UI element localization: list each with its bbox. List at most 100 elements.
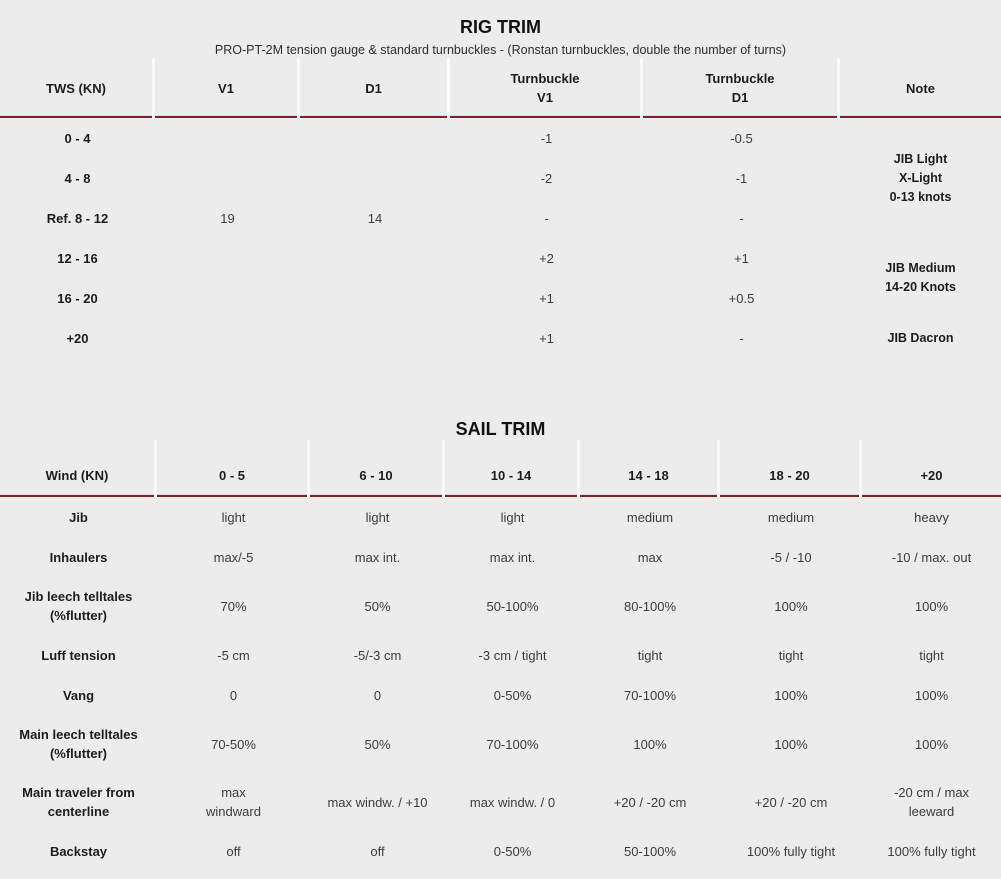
sail-row-label-jib: Jib [69, 509, 88, 525]
rig-col-header-d1: D1 [300, 58, 450, 118]
sail-cell: light [365, 509, 390, 525]
sail-cell: -10 / max. out [891, 549, 972, 565]
table-row: +20 +1 - JIB Dacron [0, 318, 1001, 358]
sail-cell: 0-50% [493, 687, 532, 703]
rig-col-header-note: Note [840, 58, 1001, 118]
sail-col-header-0-5: 0 - 5 [157, 440, 310, 497]
sail-cell: 100% [774, 736, 808, 752]
sail-cell: 70-100% [623, 687, 677, 703]
table-row: Ref. 8 - 12 19 14 - - [0, 198, 1001, 238]
sail-cell: 100% [774, 687, 808, 703]
rig-cell-d1 [300, 118, 450, 158]
rig-cell-v1 [155, 118, 300, 158]
sail-cell: 50% [364, 598, 391, 614]
sail-cell: off [370, 843, 385, 859]
sail-cell: max int. [489, 549, 536, 565]
sail-cell: 0 [229, 687, 238, 703]
rig-cell-turnbuckle-d1: - [739, 330, 744, 346]
sail-cell: 100% [774, 598, 808, 614]
rig-cell-turnbuckle-d1: -0.5 [730, 130, 753, 146]
rig-cell-turnbuckle-v1: +2 [539, 250, 554, 266]
rig-cell-turnbuckle-d1: -1 [735, 170, 748, 186]
rig-note-medium: JIB Medium 14-20 Knots [885, 261, 956, 294]
sail-cell: -3 cm / tight [478, 647, 547, 663]
sail-cell: -5 / -10 [770, 549, 812, 565]
rig-cell-d1 [300, 158, 450, 198]
sail-cell: +20 / -20 cm [613, 794, 687, 810]
table-row: Main traveler from centerline max windwa… [0, 773, 1001, 831]
sail-cell: max windw. / +10 [327, 794, 428, 810]
rig-cell-v1 [155, 278, 300, 318]
rig-cell-v1 [155, 158, 300, 198]
sail-cell: medium [626, 509, 674, 525]
rig-cell-v1: 19 [220, 210, 235, 226]
sail-col-header-18-20: 18 - 20 [720, 440, 862, 497]
sail-trim-table: Wind (KN) 0 - 5 6 - 10 10 - 14 14 - 18 1… [0, 440, 1001, 871]
rig-col-header-tws: TWS (KN) [0, 58, 155, 118]
sail-cell: +20 / -20 cm [754, 794, 828, 810]
sail-col-header-6-10: 6 - 10 [310, 440, 445, 497]
table-row: Luff tension -5 cm -5/-3 cm -3 cm / tigh… [0, 635, 1001, 675]
sail-cell: 100% [914, 598, 949, 614]
sail-row-label-luff-tension: Luff tension [41, 647, 116, 663]
sail-cell: -20 cm / max leeward [893, 785, 970, 819]
sail-cell: heavy [914, 509, 949, 525]
sail-trim-section: SAIL TRIM Wind (KN) 0 - 5 6 - 10 10 - 14… [0, 418, 1001, 871]
table-row: Jib light light light medium medium heav… [0, 497, 1001, 537]
table-row: 12 - 16 +2 +1 JIB Medium 14-20 Knots [0, 238, 1001, 295]
sail-cell: off [226, 843, 241, 859]
rig-col-header-turnbuckle-v1: Turnbuckle V1 [450, 58, 643, 118]
sail-cell: light [221, 509, 246, 525]
sail-cell: 100% [633, 736, 667, 752]
sail-cell: 50% [364, 736, 391, 752]
sail-trim-title: SAIL TRIM [455, 419, 546, 439]
sail-cell: 50-100% [486, 598, 539, 614]
sail-col-header-20plus: +20 [862, 440, 1001, 497]
rig-cell-turnbuckle-d1: +0.5 [728, 290, 755, 306]
rig-cell-d1 [300, 278, 450, 318]
rig-cell-v1 [155, 318, 300, 358]
sail-cell: 100% [914, 687, 949, 703]
rig-cell-d1: 14 [367, 210, 383, 226]
table-row: 16 - 20 +1 +0.5 [0, 278, 1001, 318]
table-row: 0 - 4 -1 -0.5 JIB Light X-Light 0-13 kno… [0, 118, 1001, 204]
rig-note-light: JIB Light X-Light 0-13 knots [889, 151, 952, 204]
sail-cell: tight [637, 647, 663, 663]
sail-row-label-main-traveler: Main traveler from centerline [22, 785, 135, 819]
rig-row-label: Ref. 8 - 12 [46, 210, 109, 226]
sail-cell: 70-100% [486, 736, 539, 752]
sail-row-label-backstay: Backstay [49, 843, 108, 859]
sail-cell: medium [767, 509, 815, 525]
rig-note-dacron: JIB Dacron [887, 330, 954, 345]
rig-row-label: 16 - 20 [57, 290, 98, 306]
sail-cell: max int. [354, 549, 401, 565]
rig-cell-turnbuckle-v1: -1 [540, 130, 553, 146]
sail-cell: max [637, 549, 663, 565]
sail-cell: 100% fully tight [746, 843, 836, 859]
rig-row-label: 0 - 4 [64, 130, 91, 146]
sail-cell: light [500, 509, 525, 525]
rig-row-label: 4 - 8 [64, 170, 91, 186]
sail-cell: 50-100% [623, 843, 677, 859]
rig-cell-turnbuckle-d1: - [739, 210, 744, 226]
sail-cell: tight [919, 647, 944, 663]
sail-col-header-wind: Wind (KN) [0, 440, 157, 497]
table-row: Jib leech telltales (%flutter) 70% 50% 5… [0, 577, 1001, 635]
sail-cell: 70-50% [211, 736, 256, 752]
sail-cell: max windw. / 0 [469, 794, 556, 810]
sail-cell: max windward [206, 785, 261, 819]
sail-cell: 70% [220, 598, 247, 614]
rig-cell-d1 [300, 238, 450, 278]
sail-col-header-14-18: 14 - 18 [580, 440, 720, 497]
table-row: Main leech telltales (%flutter) 70-50% 5… [0, 715, 1001, 773]
rig-cell-d1 [300, 318, 450, 358]
rig-cell-turnbuckle-v1: -2 [540, 170, 553, 186]
sail-cell: -5 cm [217, 647, 250, 663]
rig-trim-section: RIG TRIM PRO-PT-2M tension gauge & stand… [0, 0, 1001, 358]
table-row: 4 - 8 -2 -1 [0, 158, 1001, 198]
rig-row-label: 12 - 16 [57, 250, 98, 266]
rig-cell-turnbuckle-v1: +1 [539, 330, 554, 346]
rig-col-header-v1: V1 [155, 58, 300, 118]
rig-col-header-turnbuckle-d1: Turnbuckle D1 [643, 58, 840, 118]
sail-cell: 0-50% [493, 843, 532, 859]
